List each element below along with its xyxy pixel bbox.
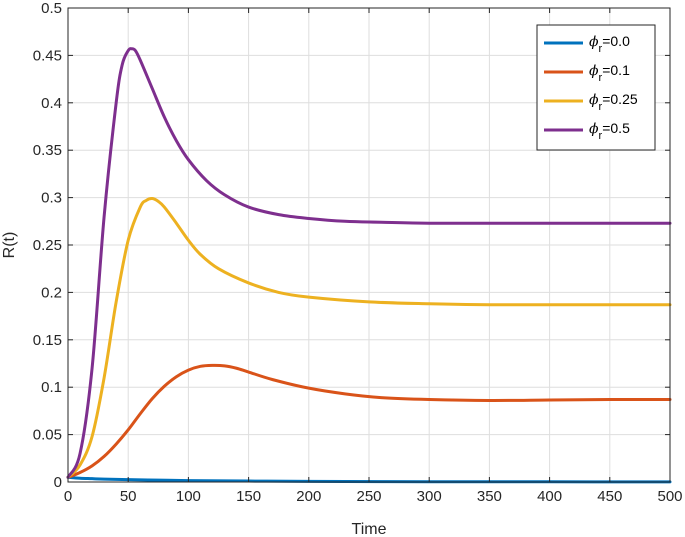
y-tick-label: 0.15 xyxy=(33,332,62,349)
legend-label-1: ϕr=0.1 xyxy=(589,62,630,84)
x-tick-label: 200 xyxy=(296,488,321,505)
legend-label-0: ϕr=0.0 xyxy=(589,33,630,55)
y-tick-label: 0 xyxy=(54,474,62,491)
x-axis-label: Time xyxy=(352,521,387,537)
y-tick-label: 0.1 xyxy=(41,379,62,396)
x-tick-label: 350 xyxy=(477,488,502,505)
x-tick-label: 100 xyxy=(176,488,201,505)
series-line-3 xyxy=(66,47,672,479)
x-tick-label: 150 xyxy=(236,488,261,505)
y-tick-label: 0.35 xyxy=(33,142,62,159)
x-tick-label: 300 xyxy=(417,488,442,505)
x-tick-label: 450 xyxy=(597,488,622,505)
y-tick-label: 0.25 xyxy=(33,237,62,254)
legend-label-3: ϕr=0.5 xyxy=(589,120,630,142)
x-tick-label: 50 xyxy=(120,488,137,505)
y-tick-label: 0.4 xyxy=(41,95,62,112)
y-tick-label: 0.3 xyxy=(41,190,62,207)
x-tick-label: 0 xyxy=(64,488,72,505)
x-tick-label: 500 xyxy=(657,488,682,505)
x-tick-labels: 0 50 100 150 200 250 300 350 400 450 500 xyxy=(64,488,683,505)
legend: ϕr=0.0 ϕr=0.1 ϕr=0.25 ϕr=0.5 xyxy=(536,24,656,151)
y-tick-label: 0.45 xyxy=(33,47,62,64)
y-tick-labels: 0 0.05 0.1 0.15 0.2 0.25 0.3 0.35 0.4 0.45 0.5 xyxy=(33,0,62,491)
y-tick-label: 0.5 xyxy=(41,0,62,17)
y-axis-label: R(t) xyxy=(1,232,18,259)
tick-marks xyxy=(67,7,671,483)
y-tick-label: 0.05 xyxy=(33,427,62,444)
series-line-2 xyxy=(66,197,672,479)
series-line-1 xyxy=(66,363,672,479)
x-tick-label: 250 xyxy=(356,488,381,505)
legend-label-2: ϕr=0.25 xyxy=(589,91,638,113)
y-tick-label: 0.2 xyxy=(41,284,62,301)
x-tick-label: 400 xyxy=(537,488,562,505)
